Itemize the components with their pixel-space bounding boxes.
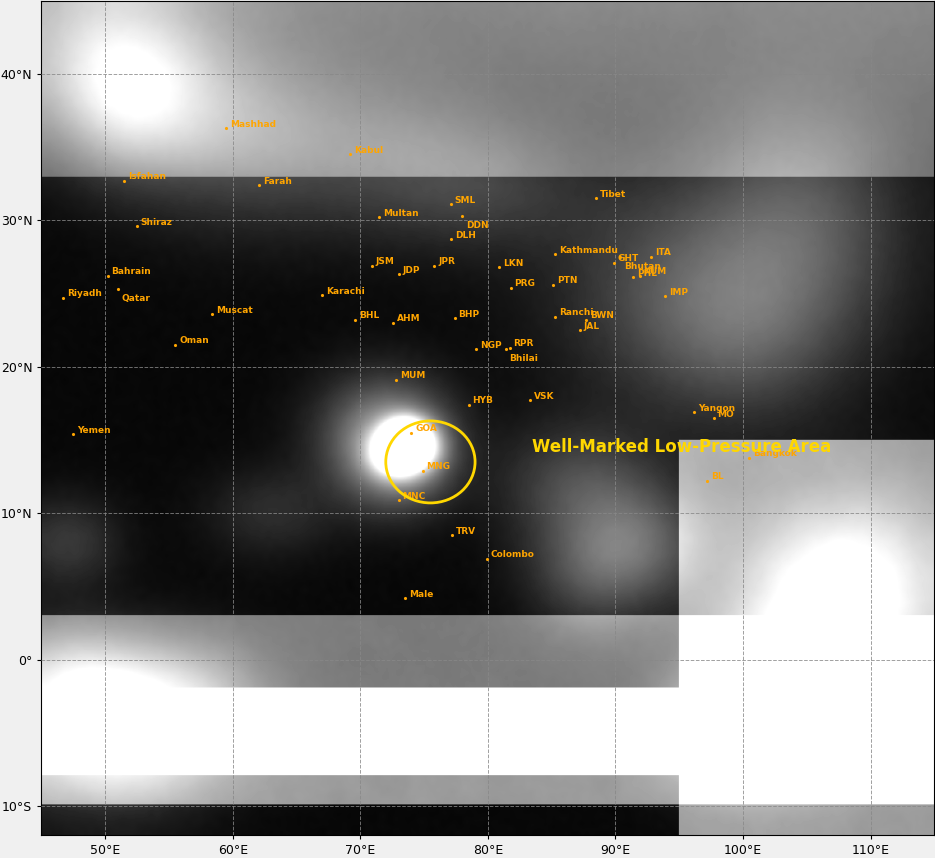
- Text: TRV: TRV: [456, 527, 476, 535]
- Text: DLH: DLH: [454, 231, 476, 240]
- Text: Mashhad: Mashhad: [230, 119, 276, 129]
- Text: Kathmandu: Kathmandu: [559, 245, 618, 255]
- Text: MUM: MUM: [400, 372, 425, 380]
- Text: Farah: Farah: [264, 177, 292, 185]
- Text: Yemen: Yemen: [77, 426, 110, 435]
- Text: PRG: PRG: [514, 279, 536, 288]
- Text: MNC: MNC: [402, 492, 425, 500]
- Text: Bhutan: Bhutan: [625, 262, 661, 270]
- Text: Isfahan: Isfahan: [128, 172, 166, 181]
- Text: GOA: GOA: [415, 424, 437, 433]
- Text: KUM: KUM: [643, 268, 667, 276]
- Text: Oman: Oman: [180, 336, 209, 345]
- Text: Qatar: Qatar: [122, 293, 151, 303]
- Text: JPR: JPR: [439, 257, 455, 266]
- Text: VSK: VSK: [534, 392, 554, 401]
- Text: Shiraz: Shiraz: [141, 218, 173, 227]
- Text: AHM: AHM: [397, 314, 421, 323]
- Text: NGP: NGP: [481, 341, 502, 350]
- Text: DDN: DDN: [467, 221, 489, 230]
- Text: MO: MO: [717, 409, 734, 419]
- Text: BHP: BHP: [458, 310, 480, 319]
- Text: Ranchi: Ranchi: [559, 309, 594, 317]
- Text: Riyadh: Riyadh: [67, 289, 102, 299]
- Text: BHL: BHL: [359, 311, 380, 320]
- Text: PHL: PHL: [637, 269, 657, 278]
- Text: JSM: JSM: [376, 257, 395, 266]
- Text: SML: SML: [454, 196, 476, 205]
- Text: PTN: PTN: [556, 276, 577, 285]
- Text: Bangkok: Bangkok: [754, 449, 797, 458]
- Text: Karachi: Karachi: [325, 287, 365, 295]
- Text: LKN: LKN: [503, 259, 524, 268]
- Text: Kabul: Kabul: [353, 146, 383, 155]
- Text: Colombo: Colombo: [490, 550, 534, 559]
- Text: BL: BL: [711, 473, 724, 481]
- Text: Well-Marked Low‐Pressure Area: Well-Marked Low‐Pressure Area: [532, 438, 832, 456]
- Text: Male: Male: [409, 589, 433, 599]
- Text: JDP: JDP: [402, 266, 420, 275]
- Text: Bahrain: Bahrain: [111, 268, 151, 276]
- Text: HYB: HYB: [472, 396, 494, 405]
- Text: MNG: MNG: [426, 462, 451, 471]
- Text: GHT: GHT: [618, 254, 640, 263]
- Text: Tibet: Tibet: [600, 190, 626, 199]
- Text: IMP: IMP: [669, 288, 688, 297]
- Text: Muscat: Muscat: [216, 305, 252, 315]
- Text: RPR: RPR: [513, 339, 534, 348]
- Text: ITA: ITA: [654, 249, 670, 257]
- Text: JAL: JAL: [583, 322, 599, 330]
- Text: Multan: Multan: [383, 209, 419, 218]
- Text: BWN: BWN: [590, 311, 613, 320]
- Text: Yangon: Yangon: [698, 403, 736, 413]
- Text: Bhilai: Bhilai: [510, 353, 539, 363]
